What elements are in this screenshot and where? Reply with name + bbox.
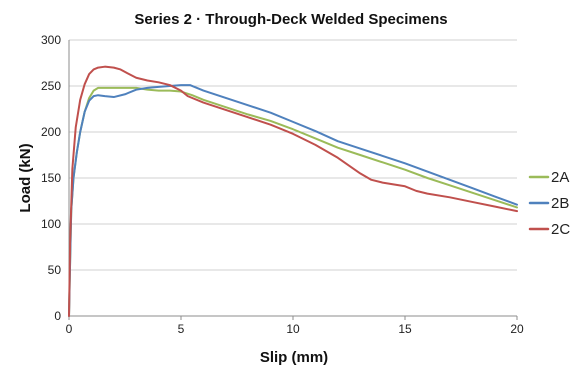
y-tick-label: 50: [48, 263, 62, 277]
legend-label-2c: 2C: [551, 221, 570, 238]
series-line-2c: [68, 65, 518, 317]
y-tick-label: 200: [41, 125, 61, 139]
y-tick-label: 100: [41, 217, 61, 231]
x-axis-title: Slip (mm): [260, 349, 328, 366]
y-tick-label: 300: [41, 33, 61, 47]
legend-label-2a: 2A: [551, 169, 569, 186]
y-tick-label: 0: [54, 309, 61, 323]
y-tick-label: 150: [41, 171, 61, 185]
grid-lines: [69, 39, 517, 271]
x-tick-label: 0: [66, 322, 73, 336]
y-axis-title: Load (kN): [17, 143, 34, 212]
series-lines: [68, 65, 518, 317]
x-tick-label: 20: [510, 322, 524, 336]
x-tick-label: 15: [398, 322, 412, 336]
series-line-2b: [68, 84, 518, 317]
x-tick-label: 10: [286, 322, 300, 336]
legend: 2A 2B 2C: [528, 169, 570, 238]
legend-label-2b: 2B: [551, 195, 569, 212]
chart-title: Series 2 · Through-Deck Welded Specimens: [134, 11, 447, 28]
y-tick-label: 250: [41, 79, 61, 93]
axes: 0 50 100 150 200 250 300 0 5 10 15 20: [41, 33, 524, 336]
x-tick-label: 5: [178, 322, 185, 336]
